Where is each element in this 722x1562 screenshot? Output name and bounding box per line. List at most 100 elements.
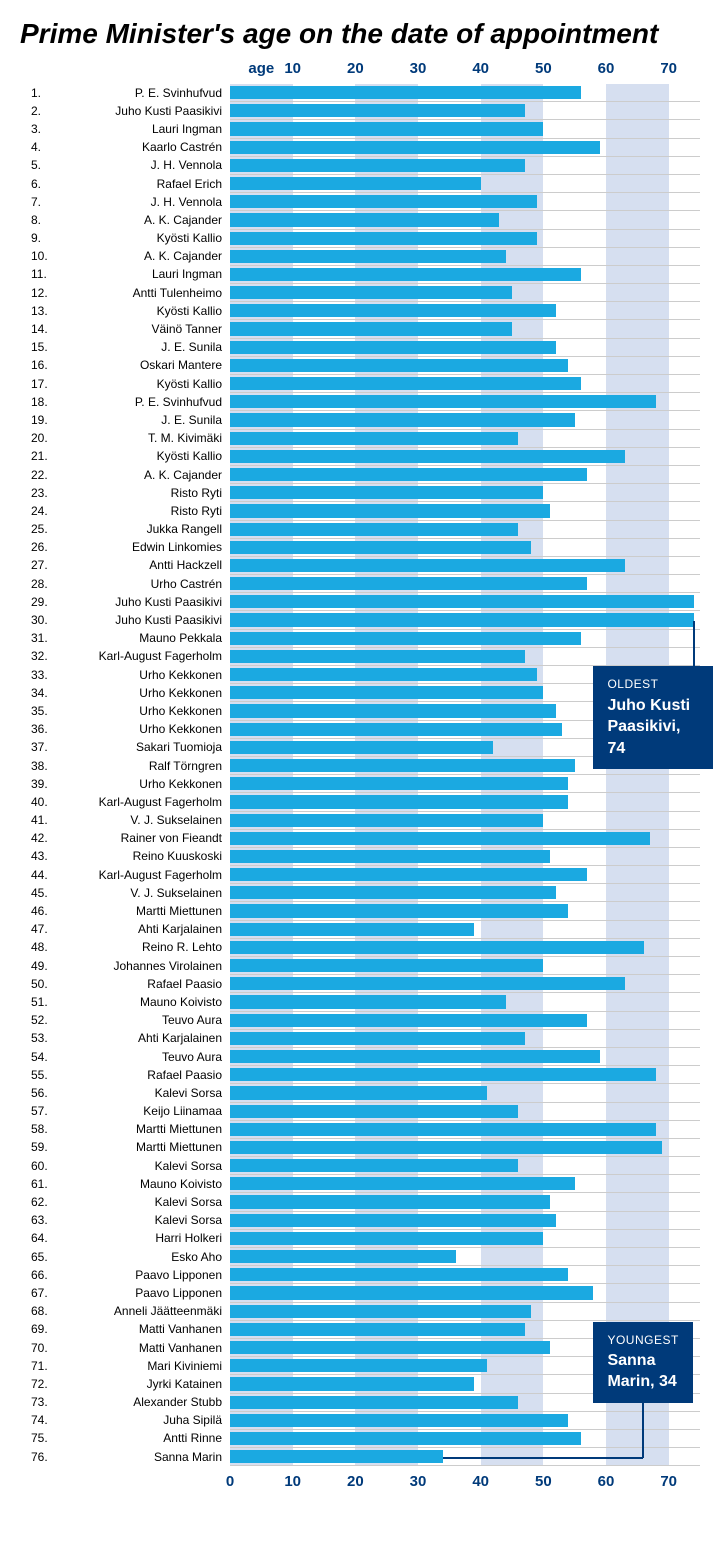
axis-top: age10203040506070 — [230, 60, 700, 84]
pm-name-label: 32. Karl-August Fagerholm — [25, 648, 230, 665]
pm-name: Juho Kusti Paasikivi — [115, 595, 222, 609]
pm-name: Ralf Törngren — [149, 759, 222, 773]
age-bar — [230, 613, 694, 626]
age-bar — [230, 777, 568, 790]
pm-name: Väinö Tanner — [152, 322, 223, 336]
callout-youngest: YOUNGEST Sanna Marin, 34 — [593, 1322, 693, 1403]
pm-name-label: 66.Paavo Lipponen — [25, 1266, 230, 1283]
pm-name: Karl-August Fagerholm — [99, 649, 222, 663]
table-row: 75.Antti Rinne — [230, 1430, 700, 1448]
pm-name-label: 25.Jukka Rangell — [25, 521, 230, 538]
table-row: 27.Antti Hackzell — [230, 557, 700, 575]
pm-index: 38. — [31, 757, 48, 774]
pm-index: 63. — [31, 1212, 48, 1229]
pm-name: Antti Rinne — [163, 1431, 222, 1445]
pm-index: 2. — [31, 102, 41, 119]
pm-name: Paavo Lipponen — [135, 1268, 222, 1282]
age-bar — [230, 232, 537, 245]
pm-name: Rafael Erich — [157, 177, 222, 191]
table-row: 53.Ahti Karjalainen — [230, 1030, 700, 1048]
pm-name: Kyösti Kallio — [157, 449, 222, 463]
table-row: 1.P. E. Svinhufvud — [230, 84, 700, 102]
age-bar — [230, 1141, 662, 1154]
pm-index: 35. — [31, 702, 48, 719]
age-bar — [230, 1305, 531, 1318]
pm-name-label: 61.Mauno Koivisto — [25, 1175, 230, 1192]
age-bar — [230, 104, 525, 117]
pm-name: V. J. Sukselainen — [130, 886, 222, 900]
pm-name-label: 20.T. M. Kivimäki — [25, 430, 230, 447]
pm-name: Juho Kusti Paasikivi — [115, 104, 222, 118]
age-bar — [230, 504, 550, 517]
pm-index: 12. — [31, 284, 48, 301]
pm-name-label: 42.Rainer von Fieandt — [25, 830, 230, 847]
pm-index: 21. — [31, 448, 48, 465]
age-bar — [230, 523, 518, 536]
table-row: 58.Martti Miettunen — [230, 1121, 700, 1139]
pm-name: Mauno Koivisto — [140, 995, 222, 1009]
table-row: 47.Ahti Karjalainen — [230, 921, 700, 939]
pm-name: Lauri Ingman — [152, 122, 222, 136]
pm-index: 36. — [31, 721, 48, 738]
pm-name: Alexander Stubb — [133, 1395, 222, 1409]
pm-name-label: 16.Oskari Mantere — [25, 357, 230, 374]
pm-name: Juho Kusti Paasikivi — [115, 613, 222, 627]
age-bar — [230, 450, 625, 463]
pm-index: 7. — [31, 193, 41, 210]
age-bar — [230, 395, 656, 408]
age-bar — [230, 1177, 575, 1190]
pm-index: 58. — [31, 1121, 48, 1138]
age-bar — [230, 286, 512, 299]
pm-name-label: 1.P. E. Svinhufvud — [25, 84, 230, 101]
pm-name-label: 31.Mauno Pekkala — [25, 630, 230, 647]
pm-name: Anneli Jäätteenmäki — [114, 1304, 222, 1318]
age-bar — [230, 977, 625, 990]
pm-name-label: 37.Sakari Tuomioja — [25, 739, 230, 756]
age-bar — [230, 195, 537, 208]
age-bar — [230, 650, 525, 663]
pm-name: Kalevi Sorsa — [155, 1195, 222, 1209]
table-row: 26.Edwin Linkomies — [230, 539, 700, 557]
pm-name-label: 54.Teuvo Aura — [25, 1048, 230, 1065]
pm-index: 20. — [31, 430, 48, 447]
pm-name: Rafael Paasio — [147, 977, 222, 991]
pm-index: 26. — [31, 539, 48, 556]
pm-name-label: 57.Keijo Liinamaa — [25, 1103, 230, 1120]
pm-name-label: 2. Juho Kusti Paasikivi — [25, 102, 230, 119]
chart-wrap: age10203040506070 1.P. E. Svinhufvud2.Ju… — [20, 60, 702, 1490]
age-bar — [230, 941, 644, 954]
pm-name: Harri Holkeri — [155, 1231, 222, 1245]
pm-index: 15. — [31, 339, 48, 356]
pm-index: 32. — [31, 648, 48, 665]
pm-name-label: 47.Ahti Karjalainen — [25, 921, 230, 938]
table-row: 6.Rafael Erich — [230, 175, 700, 193]
pm-name-label: 3.Lauri Ingman — [25, 120, 230, 137]
age-bar — [230, 1396, 518, 1409]
pm-name-label: 13.Kyösti Kallio — [25, 302, 230, 319]
pm-name-label: 46.Martti Miettunen — [25, 902, 230, 919]
table-row: 41.V. J. Sukselainen — [230, 812, 700, 830]
pm-name: Martti Miettunen — [136, 1140, 222, 1154]
table-row: 74.Juha Sipilä — [230, 1412, 700, 1430]
pm-index: 11. — [31, 266, 47, 283]
table-row: 21.Kyösti Kallio — [230, 448, 700, 466]
age-bar — [230, 1068, 656, 1081]
pm-name-label: 36.Urho Kekkonen — [25, 721, 230, 738]
pm-index: 25. — [31, 521, 48, 538]
pm-name: Karl-August Fagerholm — [99, 795, 222, 809]
table-row: 67.Paavo Lipponen — [230, 1284, 700, 1302]
pm-name: Urho Kekkonen — [139, 686, 222, 700]
pm-index: 23. — [31, 484, 48, 501]
callout-youngest-line-h — [443, 1457, 643, 1459]
pm-name: Mari Kiviniemi — [147, 1359, 222, 1373]
pm-index: 33. — [31, 666, 48, 683]
age-bar — [230, 959, 543, 972]
callout-oldest-line — [693, 621, 695, 667]
table-row: 60.Kalevi Sorsa — [230, 1157, 700, 1175]
pm-name-label: 73.Alexander Stubb — [25, 1394, 230, 1411]
pm-name: J. H. Vennola — [151, 195, 222, 209]
age-bar — [230, 322, 512, 335]
pm-index: 69. — [31, 1321, 48, 1338]
pm-index: 57. — [31, 1103, 48, 1120]
pm-name: Urho Castrén — [151, 577, 222, 591]
